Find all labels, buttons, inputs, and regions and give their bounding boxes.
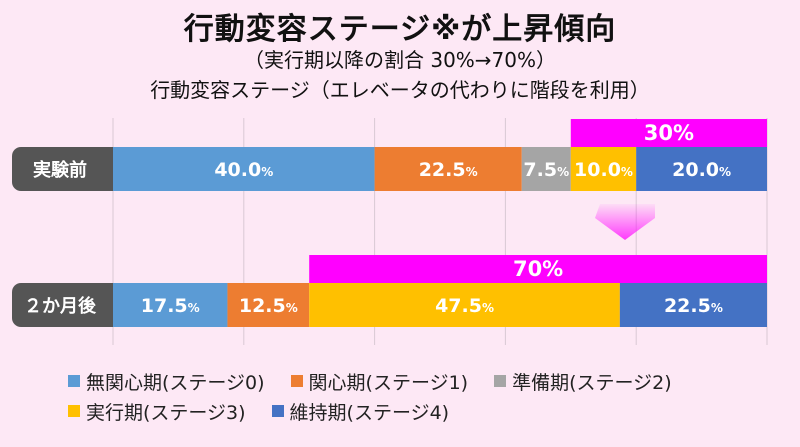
bar-label-1-4: 22.5% <box>664 295 723 317</box>
highlight-band-1 <box>309 255 767 283</box>
bar-1-1 <box>227 283 310 327</box>
legend-swatch <box>68 405 80 417</box>
legend-label: 準備期(ステージ2) <box>512 371 672 394</box>
legend-label: 実行期(ステージ3) <box>86 401 246 424</box>
legend-swatch <box>271 405 284 417</box>
bar-1-0 <box>113 283 228 327</box>
legend-label: 無関心期(ステージ0) <box>86 371 265 394</box>
category-box-square-1 <box>60 283 113 327</box>
legend-swatch <box>290 375 303 387</box>
bar-1-4 <box>619 283 767 327</box>
legend-item-3: 実行期(ステージ3) <box>68 398 246 425</box>
legend-item-0: 無関心期(ステージ0) <box>68 368 265 395</box>
chart-title: 行動変容ステージ※が上昇傾向 <box>183 12 617 47</box>
chart-subtitle: （実行期以降の割合 30%→70%） <box>243 48 557 72</box>
legend-item-2: 準備期(ステージ2) <box>494 368 672 395</box>
chart-subtitle-2: 行動変容ステージ（エレベータの代わりに階段を利用） <box>150 78 650 102</box>
stacked-bar-chart: 30% 70% 40.0% 22.5% 7.5% 10.0% 20.0% 17.5% 12.5… <box>12 118 768 345</box>
legend-label: 維持期(ステージ4) <box>289 401 450 424</box>
highlight-label-0: 30% <box>644 121 694 145</box>
legend-swatch <box>494 375 507 387</box>
bar-label-1-1: 12.5% <box>239 295 298 317</box>
category-label-0: 実験前 <box>33 159 87 181</box>
legend-label: 関心期(ステージ1) <box>308 371 469 394</box>
bar-label-0-2: 7.5% <box>523 159 569 181</box>
legend-swatch <box>68 375 80 387</box>
bar-label-0-0: 40.0% <box>214 159 273 181</box>
bar-0-4 <box>636 147 767 191</box>
bar-0-3 <box>570 147 637 191</box>
bar-label-1-3: 47.5% <box>435 295 494 317</box>
legend: 無関心期(ステージ0) 関心期(ステージ1) 準備期(ステージ2) 実行期(ステージ… <box>68 366 788 426</box>
transition-arrow-icon <box>595 204 655 240</box>
highlight-label-1: 70% <box>513 257 563 281</box>
bar-1-3 <box>309 283 620 327</box>
category-box-square-0 <box>60 147 113 191</box>
bar-label-0-3: 10.0% <box>574 159 633 181</box>
bar-0-1 <box>374 147 522 191</box>
legend-item-1: 関心期(ステージ1) <box>290 368 469 395</box>
bar-label-0-4: 20.0% <box>672 159 731 181</box>
bar-label-0-1: 22.5% <box>419 159 478 181</box>
bar-0-0 <box>113 147 375 191</box>
bar-label-1-0: 17.5% <box>141 295 200 317</box>
highlight-band-0 <box>570 119 767 147</box>
bar-0-2 <box>521 147 571 191</box>
category-label-1: ２か月後 <box>24 295 97 317</box>
legend-item-4: 維持期(ステージ4) <box>271 398 450 425</box>
